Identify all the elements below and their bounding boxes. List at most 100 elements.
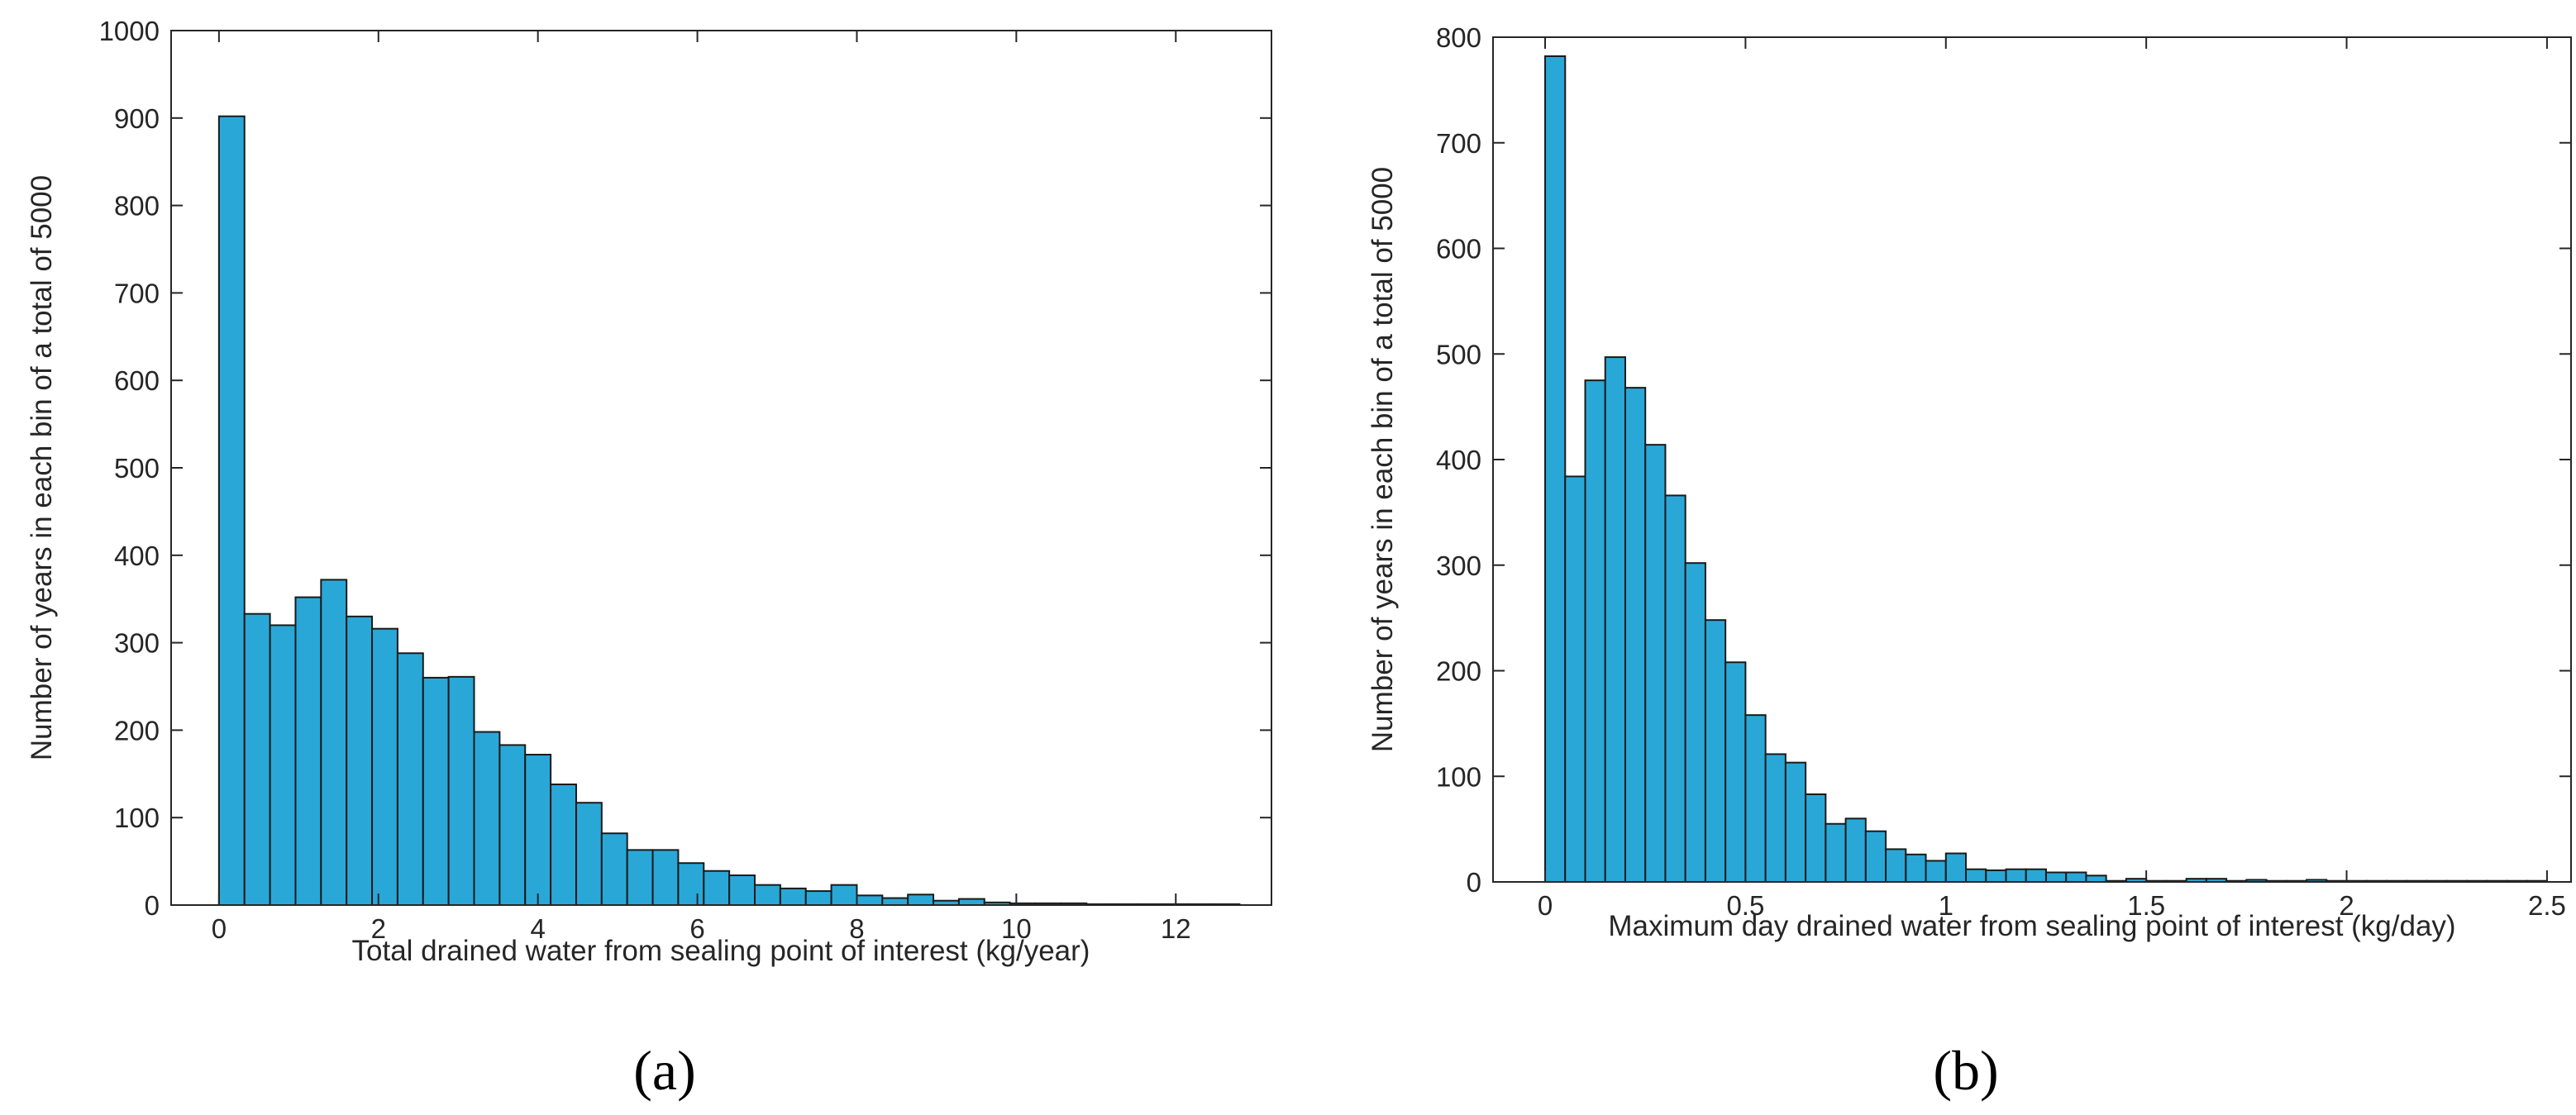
histogram-bar-a xyxy=(320,579,348,906)
histogram-bar-a xyxy=(243,612,271,906)
histogram-bar-b xyxy=(1965,868,1987,884)
y-axis-title-b: Number of years in each bin of a total o… xyxy=(1367,167,1399,752)
histogram-panel-b: 0 0.5 1 1.5 2 2.5 0 100 200 300 400 500 600 700 800 Ma… xyxy=(1367,22,2572,1102)
histogram-bar-a xyxy=(703,870,731,907)
histogram-bar-a xyxy=(881,897,909,907)
histogram-bar-b xyxy=(1684,562,1706,883)
histogram-bar-b xyxy=(2005,868,2027,884)
y-tick-label-b: 400 xyxy=(1436,445,1481,475)
x-tick-label-b: 1 xyxy=(1939,890,1953,921)
x-tick-label-b: 0 xyxy=(1538,890,1553,921)
histogram-bar-a xyxy=(499,744,527,906)
panel-label-a: (a) xyxy=(633,1039,695,1102)
histogram-bar-a xyxy=(550,783,577,906)
histogram-bar-b xyxy=(1885,848,1907,883)
histogram-bar-a xyxy=(217,115,246,906)
histogram-bar-b xyxy=(1805,793,1827,884)
histogram-bar-a xyxy=(804,890,832,907)
x-axis-title-a: Total drained water from sealing point o… xyxy=(352,935,1090,967)
histogram-bar-a xyxy=(957,898,985,906)
histogram-bar-b xyxy=(1844,817,1867,883)
histogram-bar-a xyxy=(728,874,756,906)
x-tick-label-a: 0 xyxy=(212,913,227,944)
x-tick-label-b: 2.5 xyxy=(2528,890,2566,921)
histogram-bar-b xyxy=(1624,387,1647,883)
histogram-bar-b xyxy=(1925,860,1947,883)
panel-label-b: (b) xyxy=(1933,1039,1998,1102)
y-tick-label-b: 800 xyxy=(1436,22,1481,53)
histogram-bar-a xyxy=(473,731,501,906)
histogram-bar-b xyxy=(1784,761,1807,884)
histogram-bar-b xyxy=(2085,874,2107,883)
histogram-bar-b xyxy=(1564,475,1586,883)
histogram-bar-a xyxy=(677,862,705,906)
histogram-bar-a xyxy=(371,627,398,906)
histogram-panel-a: 0 2 4 6 8 10 12 0 100 200 300 400 500 600 700 800 900 100… xyxy=(26,16,1272,1102)
histogram-bar-b xyxy=(1724,661,1747,884)
histogram-bar-b xyxy=(1604,356,1626,883)
x-axis-title-b: Maximum day drained water from sealing p… xyxy=(1608,910,2455,942)
histogram-bar-b xyxy=(1704,619,1727,883)
y-tick-label-b: 100 xyxy=(1436,761,1481,792)
histogram-bar-a xyxy=(779,887,807,906)
y-tick-label-a: 400 xyxy=(114,541,160,571)
y-tick-label-a: 200 xyxy=(114,715,160,746)
y-tick-label-b: 200 xyxy=(1436,656,1481,687)
histogram-bar-a xyxy=(294,596,322,906)
y-tick-label-a: 900 xyxy=(114,103,160,134)
histogram-bar-b xyxy=(1664,494,1686,883)
x-tick-label-a: 6 xyxy=(689,913,704,944)
histogram-bar-b xyxy=(1985,869,2007,884)
histogram-bar-b xyxy=(1644,444,1667,883)
histogram-bar-a xyxy=(830,884,858,907)
histogram-bar-a xyxy=(626,849,654,906)
histogram-bar-a xyxy=(524,754,552,906)
plot-area-b xyxy=(1492,36,2572,883)
histogram-bar-b xyxy=(1744,714,1767,884)
x-tick-label-a: 8 xyxy=(849,913,864,944)
histogram-bar-b xyxy=(1864,830,1887,883)
histogram-bar-a xyxy=(422,676,450,906)
histogram-bar-b xyxy=(1584,379,1606,883)
y-tick-label-b: 700 xyxy=(1436,128,1481,159)
histogram-bar-b xyxy=(1944,852,1968,883)
y-tick-label-a: 500 xyxy=(114,453,160,484)
y-tick-label-a: 100 xyxy=(114,803,160,833)
x-tick-label-a: 10 xyxy=(1001,913,1032,944)
x-tick-label-a: 4 xyxy=(530,913,545,944)
histogram-bar-a xyxy=(600,832,628,907)
bars-b xyxy=(1544,55,2548,884)
y-tick-label-b: 0 xyxy=(1467,867,1481,898)
plot-area-a xyxy=(170,30,1272,906)
y-tick-label-a: 600 xyxy=(114,365,160,396)
histogram-bar-b xyxy=(2065,871,2087,883)
y-tick-label-b: 600 xyxy=(1436,234,1481,264)
histogram-bar-a xyxy=(346,615,374,906)
histogram-bar-b xyxy=(2025,868,2047,884)
y-tick-label-a: 1000 xyxy=(99,16,160,46)
histogram-bar-b xyxy=(1825,822,1847,883)
histogram-bar-b xyxy=(2044,871,2068,883)
histogram-bar-b xyxy=(1544,55,1567,884)
y-tick-label-b: 500 xyxy=(1436,339,1481,369)
histogram-bar-a xyxy=(575,802,603,906)
histogram-bar-a xyxy=(447,675,475,906)
bars-a xyxy=(217,115,1241,907)
x-tick-label-a: 12 xyxy=(1161,913,1191,944)
x-tick-label-b: 0.5 xyxy=(1726,890,1764,921)
histogram-bar-a xyxy=(754,884,781,907)
histogram-bar-a xyxy=(396,652,424,907)
histogram-bar-a xyxy=(269,624,297,906)
histogram-bar-b xyxy=(1764,753,1787,883)
histogram-bar-b xyxy=(1905,853,1927,884)
x-tick-label-b: 2 xyxy=(2339,890,2354,921)
y-tick-label-a: 700 xyxy=(114,278,160,308)
y-tick-label-a: 300 xyxy=(114,628,160,659)
y-tick-label-b: 300 xyxy=(1436,550,1481,581)
y-axis-title-a: Number of years in each bin of a total o… xyxy=(26,175,58,760)
ticks-a: 0 2 4 6 8 10 12 0 100 200 300 400 500 600 700 800 900 100… xyxy=(99,16,1271,944)
x-tick-label-a: 2 xyxy=(371,913,386,944)
y-tick-label-a: 0 xyxy=(145,890,160,921)
ticks-b: 0 0.5 1 1.5 2 2.5 0 100 200 300 400 500 600 700 800 xyxy=(1436,22,2571,921)
